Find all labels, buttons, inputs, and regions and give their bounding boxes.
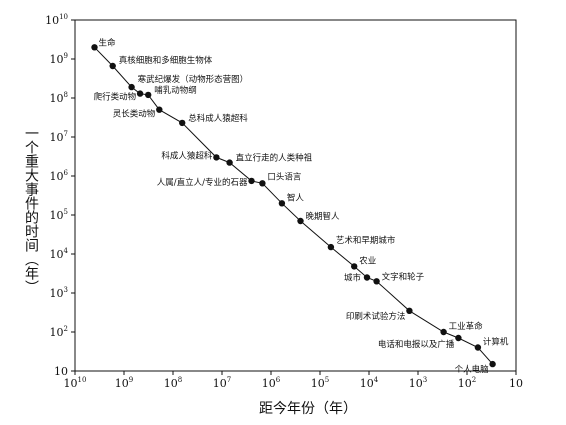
data-point — [248, 177, 255, 185]
data-point — [351, 263, 358, 270]
data-label: 工业革命 — [449, 321, 484, 332]
data-label: 计算机 — [483, 337, 509, 348]
data-label: 总科成人猿超科 — [188, 113, 248, 124]
data-label: 农业 — [359, 255, 376, 266]
data-label: 口头语言 — [267, 171, 302, 182]
x-tick-label: 1010 — [64, 376, 87, 390]
y-tick-label: 1010 — [45, 13, 68, 27]
data-label: 科成人猿超科 — [161, 150, 213, 161]
data-label: 真核细胞和多细胞生物体 — [119, 55, 213, 66]
data-label: 直立行走的人类种祖 — [236, 153, 313, 164]
data-label: 晚期智人 — [306, 211, 341, 222]
x-axis-ticks: 1010 109 108 107 106 105 104 103 102 10 — [64, 371, 523, 390]
data-point — [327, 243, 335, 251]
x-tick-label: 105 — [311, 376, 329, 390]
data-label: 灵长类动物 — [113, 109, 156, 120]
data-label: 寒武纪爆发（动物形态营图） — [138, 74, 249, 85]
data-point — [226, 159, 233, 166]
x-tick-label: 102 — [458, 376, 476, 390]
x-axis-title: 距今年份（年） — [259, 401, 357, 417]
data-point — [489, 360, 496, 368]
data-point — [297, 217, 304, 225]
y-axis-ticks: 1010 109 108 107 106 105 104 103 102 10 — [45, 13, 75, 378]
x-tick-label: 107 — [213, 376, 231, 390]
y-tick-label: 107 — [50, 130, 68, 144]
data-point — [145, 91, 152, 99]
data-label: 哺乳动物纲 — [154, 85, 197, 96]
data-point — [259, 180, 266, 187]
trend-line — [94, 46, 493, 365]
data-points — [91, 44, 496, 368]
y-axis-title: 一个重大事件的时间（年） — [23, 126, 39, 294]
x-tick-label: 108 — [164, 376, 182, 390]
data-point — [373, 278, 380, 285]
x-tick-label: 109 — [115, 376, 133, 390]
data-point — [278, 200, 286, 207]
data-point — [179, 119, 186, 127]
data-point — [213, 154, 220, 161]
x-tick-label: 106 — [262, 376, 281, 390]
data-label: 印刷术试验方法 — [346, 311, 406, 322]
data-label: 艺术和早期城市 — [336, 235, 396, 246]
y-tick-label: 10 — [54, 365, 68, 378]
x-tick-label: 10 — [509, 377, 523, 390]
data-point — [406, 307, 413, 314]
data-point — [363, 274, 371, 281]
y-tick-label: 109 — [50, 52, 68, 66]
data-label: 文字和轮子 — [382, 271, 425, 282]
x-tick-label: 104 — [360, 376, 379, 390]
data-label: 智人 — [287, 192, 305, 203]
y-tick-label: 105 — [50, 208, 68, 222]
y-tick-label: 106 — [50, 169, 69, 183]
data-label: 人属/直立人/专业的石器 — [157, 177, 248, 188]
data-point — [128, 83, 135, 91]
y-tick-label: 103 — [50, 286, 68, 300]
data-label: 生命 — [99, 37, 117, 48]
y-tick-label: 108 — [50, 91, 68, 105]
plot-frame — [74, 19, 517, 372]
y-tick-label: 102 — [50, 325, 68, 339]
data-point — [440, 328, 447, 336]
data-point — [156, 106, 163, 113]
x-tick-label: 103 — [409, 376, 427, 390]
data-label: 城市 — [344, 273, 362, 284]
plot-border — [74, 19, 517, 372]
y-tick-label: 104 — [50, 247, 69, 261]
data-label: 个人电脑 — [455, 364, 490, 375]
data-label: 电话和电报以及广播 — [378, 339, 455, 350]
trend-line-group — [94, 46, 493, 365]
data-point — [109, 62, 116, 70]
data-point — [136, 90, 144, 97]
data-label: 爬行类动物 — [94, 92, 137, 103]
data-point — [91, 44, 98, 51]
data-point — [455, 334, 462, 342]
data-point — [474, 344, 482, 351]
